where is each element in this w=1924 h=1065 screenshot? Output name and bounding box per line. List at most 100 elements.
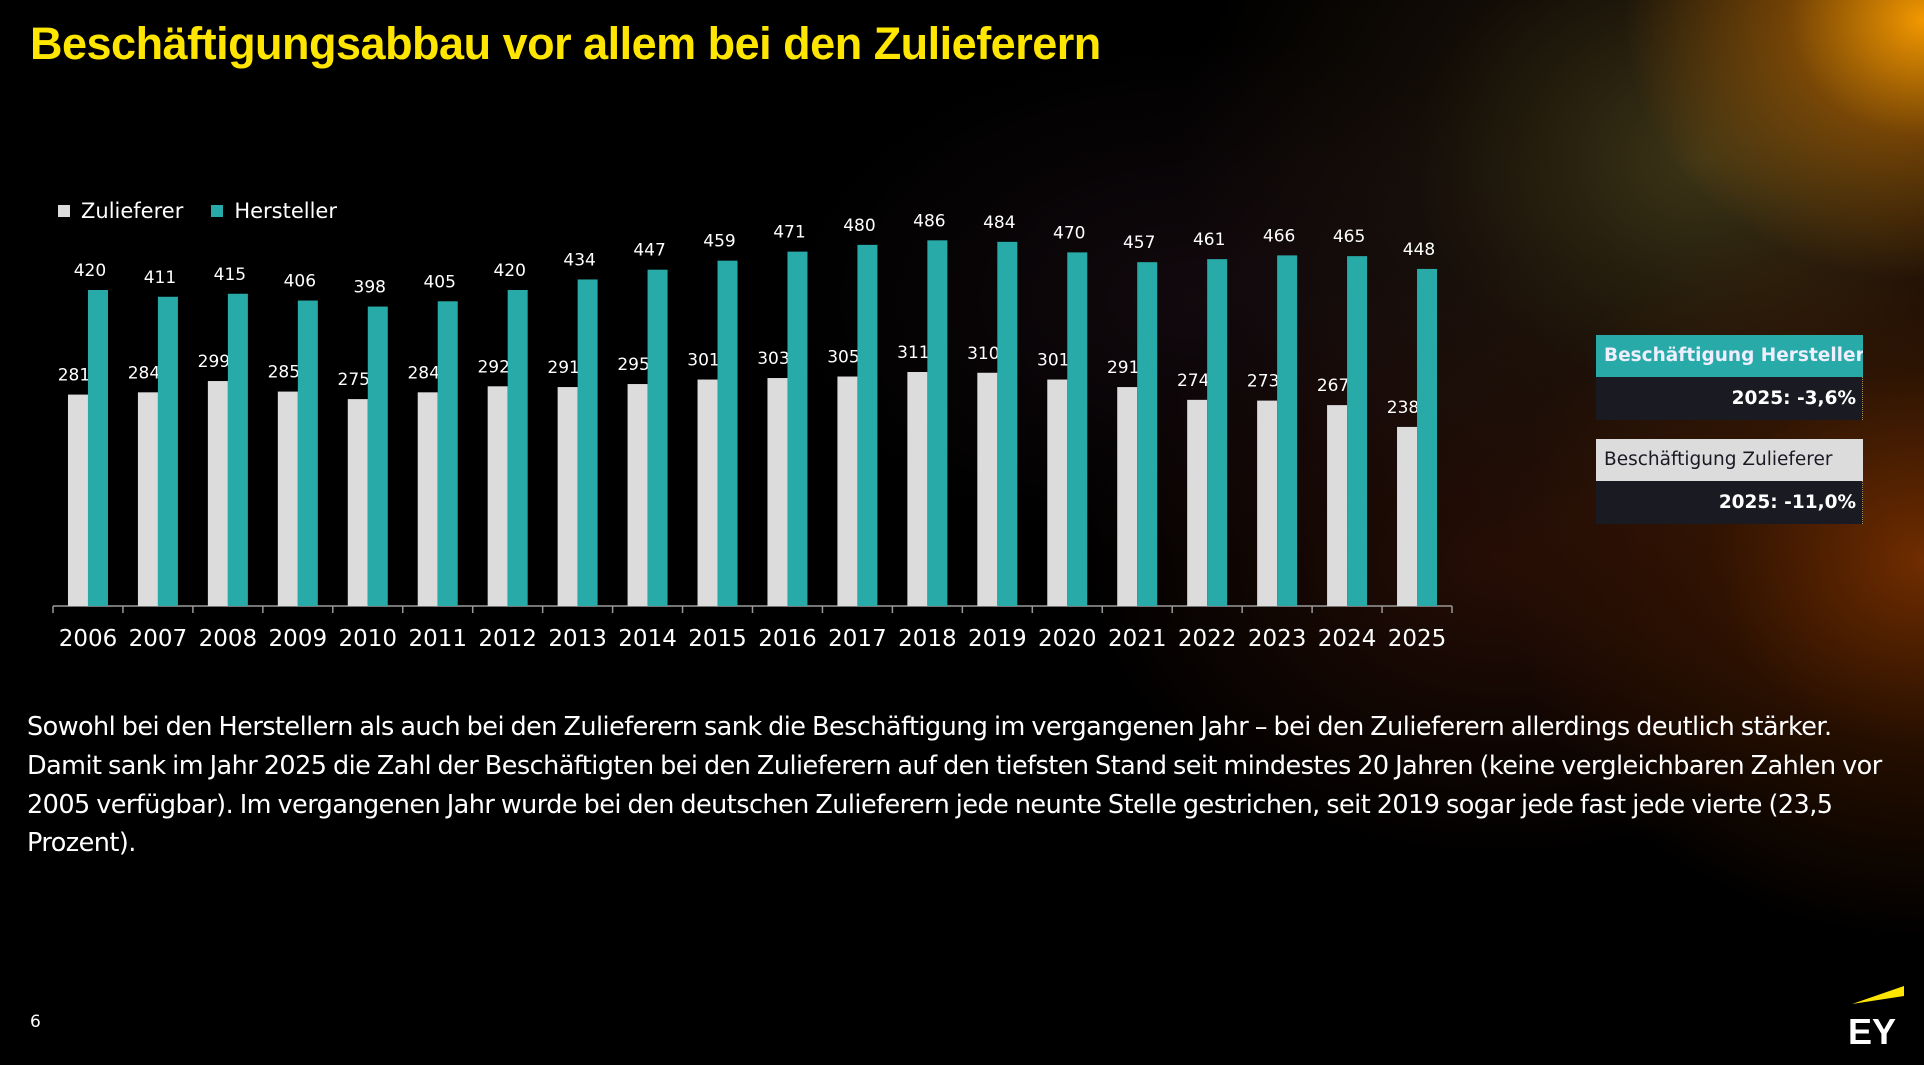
- bar-zulieferer-2020: [1047, 379, 1068, 606]
- data-label-zulieferer: 273: [1247, 372, 1279, 392]
- bar-zulieferer-2018: [907, 372, 928, 606]
- x-tick-label: 2015: [688, 626, 747, 652]
- bar-hersteller-2019: [997, 241, 1018, 606]
- bar-zulieferer-2024: [1327, 405, 1348, 606]
- bar-hersteller-2010: [367, 306, 388, 606]
- bar-zulieferer-2025: [1397, 426, 1418, 606]
- data-label-hersteller: 406: [284, 272, 316, 292]
- data-label-zulieferer: 284: [407, 363, 439, 383]
- bar-hersteller-2013: [577, 279, 598, 606]
- data-label-zulieferer: 301: [1037, 351, 1069, 371]
- x-tick-label: 2010: [339, 626, 398, 652]
- page-number: 6: [30, 1012, 41, 1032]
- chart-legend: Zulieferer Hersteller: [58, 199, 365, 223]
- bar-hersteller-2014: [647, 269, 668, 606]
- data-label-hersteller: 415: [214, 265, 246, 285]
- stat-box-value: 2025: -3,6%: [1596, 377, 1863, 420]
- logo-beam: [1852, 986, 1904, 1004]
- data-label-hersteller: 461: [1193, 230, 1225, 250]
- bar-zulieferer-2017: [837, 376, 858, 606]
- data-label-hersteller: 484: [983, 213, 1015, 233]
- data-label-hersteller: 420: [74, 261, 106, 281]
- bar-hersteller-2021: [1137, 262, 1158, 606]
- x-tick-label: 2019: [968, 626, 1027, 652]
- bar-hersteller-2016: [787, 251, 808, 606]
- bar-zulieferer-2023: [1257, 400, 1278, 606]
- legend-swatch-hersteller: [211, 205, 224, 217]
- x-tick-label: 2014: [618, 626, 677, 652]
- data-label-zulieferer: 305: [827, 348, 859, 368]
- x-tick-label: 2009: [269, 626, 328, 652]
- bar-hersteller-2007: [157, 296, 178, 606]
- bar-chart: 281 420 2006 284 411 2007 299 415 2008 285 406 2009…: [52, 211, 1453, 652]
- stat-box-label: Beschäftigung Zulieferer: [1596, 439, 1863, 481]
- bar-zulieferer-2021: [1117, 387, 1138, 606]
- x-tick-label: 2013: [548, 626, 607, 652]
- bar-hersteller-2015: [717, 260, 738, 606]
- bar-zulieferer-2006: [67, 394, 88, 606]
- stat-box-label: Beschäftigung Hersteller: [1596, 335, 1863, 377]
- x-tick-label: 2021: [1108, 626, 1167, 652]
- data-label-hersteller: 420: [493, 261, 525, 281]
- data-label-hersteller: 398: [354, 278, 386, 298]
- data-label-hersteller: 448: [1403, 240, 1435, 260]
- legend-item-zulieferer: Zulieferer: [58, 199, 183, 223]
- bar-zulieferer-2011: [417, 392, 438, 606]
- bar-hersteller-2009: [297, 300, 318, 606]
- data-label-zulieferer: 311: [897, 343, 929, 363]
- data-label-hersteller: 465: [1333, 227, 1365, 247]
- x-tick-label: 2025: [1388, 626, 1447, 652]
- bar-hersteller-2023: [1277, 255, 1298, 606]
- bar-zulieferer-2009: [277, 391, 298, 606]
- x-tick-label: 2020: [1038, 626, 1097, 652]
- bar-hersteller-2025: [1417, 268, 1438, 606]
- data-label-zulieferer: 301: [687, 351, 719, 371]
- data-label-hersteller: 457: [1123, 233, 1155, 253]
- bar-hersteller-2020: [1067, 252, 1088, 606]
- data-label-hersteller: 471: [773, 223, 805, 243]
- x-tick-label: 2008: [199, 626, 258, 652]
- legend-swatch-zulieferer: [58, 205, 70, 217]
- data-label-zulieferer: 310: [967, 344, 999, 364]
- bar-hersteller-2012: [507, 290, 528, 606]
- bar-zulieferer-2007: [137, 392, 158, 606]
- stat-box-hersteller: Beschäftigung Hersteller 2025: -3,6%: [1596, 335, 1863, 420]
- x-tick-label: 2007: [129, 626, 188, 652]
- ey-logo-mark: EY: [1848, 986, 1904, 1052]
- data-label-zulieferer: 275: [338, 370, 370, 390]
- bar-hersteller-2018: [927, 240, 948, 607]
- data-label-zulieferer: 281: [58, 366, 90, 386]
- x-tick-label: 2023: [1248, 626, 1307, 652]
- data-label-zulieferer: 295: [617, 355, 649, 375]
- data-label-zulieferer: 284: [128, 363, 160, 383]
- x-tick-label: 2018: [898, 626, 957, 652]
- data-label-hersteller: 447: [633, 241, 665, 261]
- bar-hersteller-2022: [1207, 259, 1228, 606]
- bar-hersteller-2008: [227, 293, 248, 606]
- x-tick-label: 2012: [478, 626, 537, 652]
- bar-hersteller-2024: [1347, 256, 1368, 606]
- bar-hersteller-2011: [437, 301, 458, 606]
- x-tick-label: 2024: [1318, 626, 1377, 652]
- stat-box-zulieferer: Beschäftigung Zulieferer 2025: -11,0%: [1596, 439, 1863, 524]
- data-label-hersteller: 411: [144, 268, 176, 288]
- bar-zulieferer-2016: [767, 378, 788, 606]
- x-tick-label: 2006: [59, 626, 118, 652]
- legend-label: Hersteller: [234, 199, 337, 223]
- bar-zulieferer-2013: [557, 387, 578, 606]
- page-title: Beschäftigungsabbau vor allem bei den Zu…: [30, 18, 1101, 69]
- data-label-hersteller: 459: [703, 232, 735, 252]
- data-label-hersteller: 480: [843, 216, 875, 236]
- data-label-hersteller: 486: [913, 211, 945, 231]
- data-label-zulieferer: 291: [547, 358, 579, 378]
- legend-label: Zulieferer: [81, 199, 184, 223]
- data-label-zulieferer: 238: [1387, 398, 1419, 418]
- bar-zulieferer-2008: [207, 381, 228, 606]
- bar-zulieferer-2014: [627, 384, 648, 606]
- bar-hersteller-2006: [87, 290, 108, 606]
- data-label-zulieferer: 291: [1107, 358, 1139, 378]
- bar-zulieferer-2015: [697, 379, 718, 606]
- logo-text: EY: [1848, 1011, 1896, 1046]
- body-paragraph: Sowohl bei den Herstellern als auch bei …: [27, 712, 1882, 859]
- bar-zulieferer-2012: [487, 386, 508, 606]
